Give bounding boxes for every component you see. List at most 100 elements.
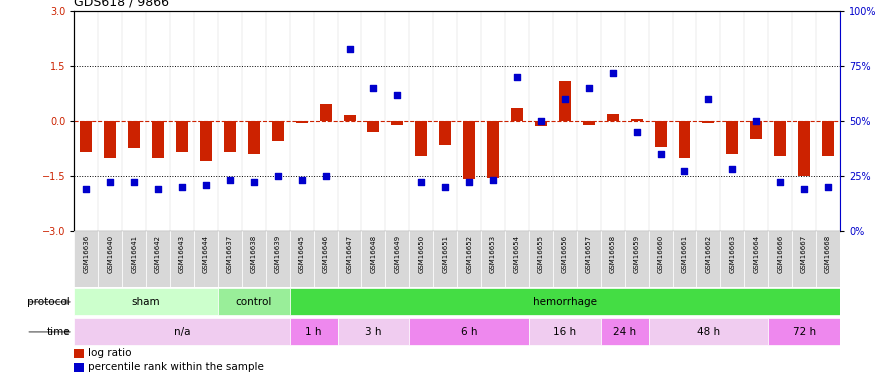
Point [223,177,237,183]
Point [390,92,404,98]
Text: GSM16650: GSM16650 [418,235,424,273]
Point [487,177,500,183]
Bar [385,231,410,287]
Bar [266,231,290,287]
Bar [792,231,816,287]
Text: hemorrhage: hemorrhage [533,297,597,307]
Bar [242,231,266,287]
Bar [218,288,290,315]
Bar [176,121,188,152]
Text: GSM16652: GSM16652 [466,235,472,273]
Bar [458,231,481,287]
Bar [152,121,164,158]
Bar [529,318,601,345]
Bar [416,121,427,156]
Text: GSM16638: GSM16638 [251,235,257,273]
Point [270,173,284,179]
Text: GSM16636: GSM16636 [83,235,89,273]
Text: GSM16648: GSM16648 [370,235,376,273]
Bar [487,121,499,178]
Bar [648,318,768,345]
Text: GSM16644: GSM16644 [203,235,209,273]
Bar [559,81,570,121]
Text: GSM16664: GSM16664 [753,235,760,273]
Text: GSM16639: GSM16639 [275,235,281,273]
Text: GSM16668: GSM16668 [825,235,831,273]
Bar [391,121,403,124]
Bar [104,121,116,158]
Bar [272,121,284,141]
Text: GSM16645: GSM16645 [298,235,304,273]
Text: 6 h: 6 h [461,327,478,337]
Text: GSM16660: GSM16660 [657,235,663,273]
Text: time: time [46,327,70,337]
Bar [768,318,840,345]
Bar [606,114,619,121]
Text: GSM16658: GSM16658 [610,235,616,273]
Text: sham: sham [132,297,160,307]
Bar [344,116,355,121]
Bar [577,231,601,287]
Text: GSM16666: GSM16666 [777,235,783,273]
Point [749,118,763,124]
Text: GDS618 / 9866: GDS618 / 9866 [74,0,170,9]
Bar [248,121,260,154]
Text: 16 h: 16 h [553,327,577,337]
Text: GSM16662: GSM16662 [705,235,711,273]
Point [582,85,596,91]
Point [342,45,356,51]
Point [654,151,668,157]
Bar [505,231,529,287]
Text: GSM16637: GSM16637 [227,235,233,273]
Bar [74,231,98,287]
Bar [631,119,642,121]
Bar [290,288,840,315]
Bar [678,121,690,158]
Point [702,96,716,102]
Point [606,70,620,76]
Bar [720,231,745,287]
Text: protocol: protocol [27,297,70,307]
Bar [774,121,786,156]
Bar [74,349,84,358]
Bar [146,231,170,287]
Bar [535,121,547,126]
Point [199,182,213,188]
Point [821,184,835,190]
Text: GSM16659: GSM16659 [634,235,640,273]
Point [510,74,524,80]
Point [151,186,165,192]
Point [534,118,548,124]
Text: GSM16655: GSM16655 [538,235,544,273]
Text: control: control [235,297,272,307]
Text: GSM16667: GSM16667 [802,235,807,273]
Bar [481,231,505,287]
Text: GSM16642: GSM16642 [155,235,161,273]
Text: GSM16657: GSM16657 [585,235,592,273]
Text: 72 h: 72 h [793,327,816,337]
Bar [129,121,140,148]
Point [318,173,332,179]
Bar [98,231,123,287]
Text: GSM16643: GSM16643 [179,235,185,273]
Bar [224,121,236,152]
Bar [410,231,433,287]
Point [367,85,381,91]
Bar [463,121,475,180]
Text: 1 h: 1 h [305,327,322,337]
Text: 24 h: 24 h [613,327,636,337]
Bar [601,231,625,287]
Bar [750,121,762,139]
Bar [439,121,452,145]
Bar [601,318,648,345]
Bar [553,231,577,287]
Point [797,186,811,192]
Text: n/a: n/a [174,327,190,337]
Bar [74,318,290,345]
Point [558,96,572,102]
Bar [123,231,146,287]
Bar [338,318,410,345]
Text: GSM16651: GSM16651 [442,235,448,273]
Bar [703,121,714,123]
Text: GSM16653: GSM16653 [490,235,496,273]
